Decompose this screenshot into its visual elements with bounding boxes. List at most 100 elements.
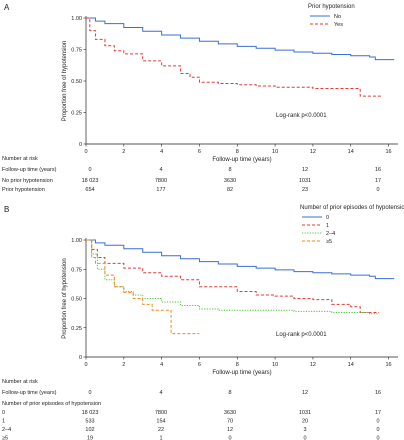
series-line-1 <box>86 17 383 97</box>
y-axis-title: Proportion free of hypotension <box>62 258 68 338</box>
risk-row-label: 1 <box>2 419 5 425</box>
series-line-2 <box>86 239 380 315</box>
legend-label: 1 <box>326 223 329 229</box>
risk-row-value: 177 <box>156 187 165 193</box>
risk-row-value: 18 023 <box>82 178 99 184</box>
risk-table-time: 12 <box>302 390 308 396</box>
y-tick-label: 0 <box>79 142 82 148</box>
risk-row-value: 3630 <box>224 410 236 416</box>
legend-title: Prior hypotension <box>308 4 355 10</box>
x-tick-label: 8 <box>236 149 239 155</box>
x-tick-label: 16 <box>385 149 391 155</box>
x-tick-label: 16 <box>385 362 391 368</box>
x-tick-label: 0 <box>84 362 87 368</box>
risk-table-time: 8 <box>228 167 231 173</box>
x-tick-label: 6 <box>198 362 201 368</box>
x-tick-label: 4 <box>160 362 163 368</box>
x-axis-title: Follow-up time (years) <box>212 370 271 376</box>
x-tick-label: 2 <box>122 362 125 368</box>
y-tick-label: 1.00 <box>71 238 82 244</box>
legend-label: No <box>334 14 341 20</box>
risk-row-label: 0 <box>2 410 5 416</box>
legend-label: Yes <box>334 22 343 28</box>
panel-label: A <box>4 3 10 12</box>
risk-table-time: 16 <box>375 390 381 396</box>
legend-label: ≥5 <box>326 239 332 245</box>
risk-row-value: 18 023 <box>82 410 99 416</box>
risk-row-value: 0 <box>376 427 379 433</box>
risk-table-time: 16 <box>375 167 381 173</box>
risk-table-heading: Number at risk <box>2 379 38 385</box>
risk-row-value: 533 <box>85 419 94 425</box>
x-tick-label: 4 <box>160 149 163 155</box>
risk-row-value: 154 <box>156 419 165 425</box>
x-tick-label: 14 <box>348 149 354 155</box>
legend-label: 0 <box>326 215 329 221</box>
y-tick-label: 0.50 <box>71 79 82 85</box>
risk-row-value: 23 <box>302 187 308 193</box>
risk-row-value: 17 <box>375 178 381 184</box>
risk-row-label: ≥5 <box>2 436 8 440</box>
y-tick-label: 0.75 <box>71 48 82 54</box>
risk-table: Number at risk Follow-up time (years) 0 4 8 1… <box>2 156 381 193</box>
legend-label: 2–4 <box>326 231 335 237</box>
risk-table-time: 8 <box>228 390 231 396</box>
risk-row-value: 3630 <box>224 178 236 184</box>
risk-table-time: 12 <box>302 167 308 173</box>
x-axis-title: Follow-up time (years) <box>212 157 271 163</box>
risk-row-value: 102 <box>85 427 94 433</box>
risk-row-value: 7800 <box>155 410 167 416</box>
y-tick-label: 0.25 <box>71 326 82 332</box>
risk-row-value: 3 <box>303 427 306 433</box>
risk-table-time: 0 <box>88 390 91 396</box>
risk-row-value: 12 <box>227 427 233 433</box>
y-axis-title: Proportion free of hypotension <box>62 41 68 121</box>
x-tick-label: 2 <box>122 149 125 155</box>
risk-row-value: 17 <box>375 410 381 416</box>
legend-title: Number of prior episodes of hypotension <box>300 205 404 211</box>
risk-row-value: 70 <box>227 419 233 425</box>
risk-row-value: 654 <box>85 187 94 193</box>
series-line-0 <box>86 239 395 280</box>
y-tick-label: 1.00 <box>71 16 82 22</box>
risk-row-value: 7800 <box>155 178 167 184</box>
y-tick-label: 0.25 <box>71 111 82 117</box>
risk-row-label: 2–4 <box>2 427 11 433</box>
risk-row-value: 0 <box>376 187 379 193</box>
x-tick-label: 6 <box>198 149 201 155</box>
risk-row-value: 1031 <box>299 410 311 416</box>
risk-table: Number at risk Follow-up time (years) 0 4 8 1… <box>2 379 381 440</box>
risk-table-subheading: Number of prior episodes of hypotension <box>2 401 101 407</box>
risk-table-time: 4 <box>159 390 162 396</box>
legend: Prior hypotension No Yes <box>308 4 355 28</box>
risk-row-label: Prior hypotension <box>2 187 45 193</box>
risk-row-value: 0 <box>376 436 379 440</box>
risk-row-value: 1 <box>159 436 162 440</box>
series-line-3 <box>86 239 200 335</box>
panel-label: B <box>4 205 9 214</box>
risk-row-value: 0 <box>228 436 231 440</box>
risk-row-value: 22 <box>158 427 164 433</box>
risk-table-time-label: Follow-up time (years) <box>2 167 57 173</box>
series-line-0 <box>86 17 395 61</box>
risk-row-value: 19 <box>87 436 93 440</box>
x-tick-label: 8 <box>236 362 239 368</box>
x-tick-label: 12 <box>310 362 316 368</box>
risk-row-value: 82 <box>227 187 233 193</box>
chart-panel-b: B00.250.500.751.000 2 4 6 8 10 12 14 16Proportio… <box>2 205 404 440</box>
logrank-annotation: Log-rank p<0.0001 <box>276 113 327 119</box>
y-tick-label: 0.50 <box>71 297 82 303</box>
risk-table-time: 0 <box>88 167 91 173</box>
risk-row-label: No prior hypotension <box>2 178 53 184</box>
risk-table-heading: Number at risk <box>2 156 38 162</box>
x-tick-label: 14 <box>348 362 354 368</box>
legend: Number of prior episodes of hypotension 0… <box>300 205 404 245</box>
risk-row-value: 0 <box>376 419 379 425</box>
risk-row-value: 1031 <box>299 178 311 184</box>
risk-row-value: 0 <box>303 436 306 440</box>
y-tick-label: 0 <box>79 355 82 361</box>
risk-table-time: 4 <box>159 167 162 173</box>
risk-table-time-label: Follow-up time (years) <box>2 390 57 396</box>
series-line-1 <box>86 239 380 314</box>
